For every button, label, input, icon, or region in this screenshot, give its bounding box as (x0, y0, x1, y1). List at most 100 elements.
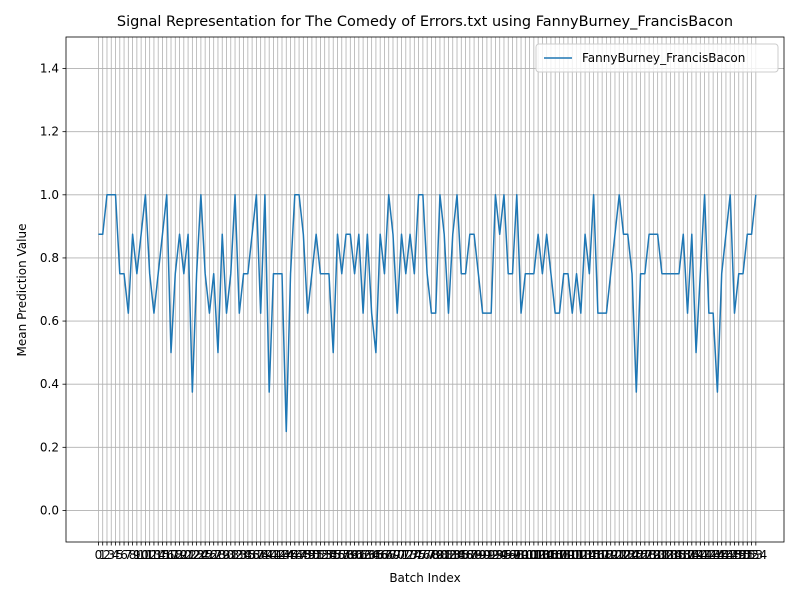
x-tick-label: 58 (338, 548, 353, 562)
y-tick-label: 1.0 (40, 188, 59, 202)
x-tick-label: 85 (454, 548, 469, 562)
x-axis-label: Batch Index (389, 571, 460, 585)
x-tick-label: 64 (364, 548, 379, 562)
x-tick-label: 135 (663, 548, 686, 562)
x-tick-label: 123 (612, 548, 635, 562)
x-tick-label: 121 (604, 548, 627, 562)
x-tick-label: 69 (385, 548, 400, 562)
x-tick-label: 63 (360, 548, 375, 562)
x-tick-label: 143 (697, 548, 720, 562)
x-tick-label: 146 (710, 548, 733, 562)
x-tick-label: 101 (518, 548, 541, 562)
x-tick-label: 104 (531, 548, 554, 562)
x-tick-label: 152 (736, 548, 759, 562)
x-tick-label: 57 (334, 548, 349, 562)
x-tick-label: 122 (608, 548, 631, 562)
x-tick-label: 129 (638, 548, 661, 562)
y-tick-label: 0.0 (40, 503, 59, 517)
x-tick-label: 154 (744, 548, 767, 562)
x-tick-label: 12 (142, 548, 157, 562)
x-tick-label: 90 (475, 548, 490, 562)
x-tick-label: 112 (565, 548, 588, 562)
x-tick-label: 86 (458, 548, 473, 562)
x-tick-label: 91 (479, 548, 494, 562)
x-tick-label: 102 (522, 548, 545, 562)
x-tick-label: 9 (133, 548, 141, 562)
x-tick-label: 148 (719, 548, 742, 562)
x-tick-label: 147 (714, 548, 737, 562)
x-tick-label: 32 (227, 548, 242, 562)
x-tick-label: 98 (509, 548, 524, 562)
x-tick-label: 120 (599, 548, 622, 562)
x-tick-label: 67 (377, 548, 392, 562)
x-tick-label: 142 (693, 548, 716, 562)
legend-box (535, 43, 779, 73)
x-tick-label: 72 (398, 548, 413, 562)
x-tick-label: 119 (595, 548, 618, 562)
x-tick-label: 49 (300, 548, 315, 562)
x-tick-label: 15 (155, 548, 170, 562)
x-tick-label: 17 (163, 548, 178, 562)
x-tick-label: 99 (513, 548, 528, 562)
x-tick-label: 80 (432, 548, 447, 562)
y-tick-label: 0.8 (40, 251, 59, 265)
x-tick-label: 131 (646, 548, 669, 562)
x-tick-label: 34 (236, 548, 251, 562)
x-tick-label: 106 (539, 548, 562, 562)
x-tick-label: 56 (330, 548, 345, 562)
x-tick-label: 22 (185, 548, 200, 562)
x-tick-label: 103 (527, 548, 550, 562)
x-tick-label: 71 (394, 548, 409, 562)
x-tick-label: 16 (159, 548, 174, 562)
x-tick-label: 52 (313, 548, 328, 562)
x-tick-label: 114 (574, 548, 597, 562)
x-tick-label: 39 (257, 548, 272, 562)
x-tick-label: 5 (116, 548, 124, 562)
x-tick-label: 84 (449, 548, 464, 562)
x-tick-label: 53 (317, 548, 332, 562)
x-tick-label: 55 (326, 548, 341, 562)
x-tick-label: 83 (445, 548, 460, 562)
y-tick-label: 0.2 (40, 440, 59, 454)
x-tick-label: 134 (659, 548, 682, 562)
x-tick-label: 70 (390, 548, 405, 562)
axes: 0123456789101112131415161718192021222324… (40, 36, 785, 562)
x-tick-label: 59 (343, 548, 358, 562)
x-tick-label: 145 (706, 548, 729, 562)
x-tick-label: 105 (535, 548, 558, 562)
x-tick-label: 132 (650, 548, 673, 562)
x-tick-label: 124 (616, 548, 639, 562)
y-tick-label: 0.6 (40, 314, 59, 328)
series-line (98, 194, 757, 433)
x-tick-label: 92 (484, 548, 499, 562)
x-tick-label: 29 (215, 548, 230, 562)
x-tick-label: 3 (107, 548, 115, 562)
x-tick-label: 87 (462, 548, 477, 562)
y-axis-label: Mean Prediction Value (15, 224, 29, 357)
x-tick-label: 136 (668, 548, 691, 562)
x-tick-label: 75 (411, 548, 426, 562)
x-tick-label: 60 (347, 548, 362, 562)
x-tick-label: 68 (381, 548, 396, 562)
x-tick-label: 96 (501, 548, 516, 562)
x-tick-label: 125 (621, 548, 644, 562)
x-tick-label: 93 (488, 548, 503, 562)
x-tick-label: 140 (685, 548, 708, 562)
x-tick-label: 19 (172, 548, 187, 562)
x-tick-label: 118 (591, 548, 614, 562)
x-tick-label: 24 (193, 548, 208, 562)
x-tick-label: 48 (296, 548, 311, 562)
x-tick-label: 141 (689, 548, 712, 562)
x-tick-label: 138 (676, 548, 699, 562)
x-tick-label: 130 (642, 548, 665, 562)
x-tick-label: 111 (561, 548, 584, 562)
x-tick-label: 28 (210, 548, 225, 562)
chart-title: Signal Representation for The Comedy of … (117, 14, 733, 30)
x-tick-label: 137 (672, 548, 695, 562)
plot-frame (65, 36, 785, 543)
x-tick-label: 97 (505, 548, 520, 562)
x-tick-label: 65 (368, 548, 383, 562)
x-tick-label: 26 (202, 548, 217, 562)
